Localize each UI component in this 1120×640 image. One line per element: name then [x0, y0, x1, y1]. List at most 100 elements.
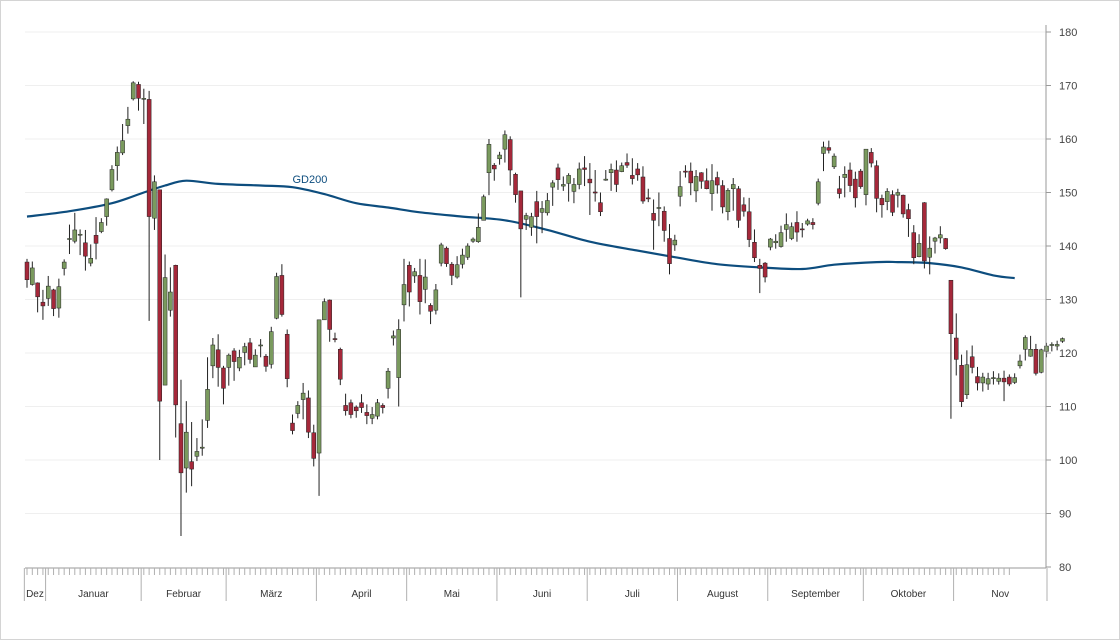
- candle-body: [550, 182, 555, 188]
- candle: [210, 338, 216, 379]
- candle: [120, 124, 125, 156]
- candle: [858, 168, 863, 189]
- candle-body: [741, 204, 747, 212]
- month-label: Oktober: [891, 589, 927, 600]
- candle: [879, 194, 885, 218]
- candle-body: [136, 84, 141, 99]
- candle-body: [343, 405, 348, 412]
- candle: [470, 237, 476, 243]
- y-tick-label-80: 80: [1059, 562, 1071, 574]
- candle-body: [778, 232, 784, 247]
- month-label: Januar: [78, 589, 109, 600]
- candle-body: [205, 389, 210, 421]
- candle: [465, 243, 470, 260]
- candle: [614, 160, 619, 192]
- candle: [746, 197, 752, 248]
- candle: [486, 139, 492, 196]
- candle-body: [189, 461, 194, 470]
- candle: [672, 234, 678, 251]
- candle-body: [922, 202, 927, 262]
- candle: [900, 194, 906, 218]
- candle-body: [237, 357, 242, 369]
- candle-body: [582, 167, 587, 170]
- candle-body: [274, 276, 279, 319]
- candle: [253, 349, 258, 368]
- candle: [1033, 343, 1039, 376]
- candle-body: [964, 364, 970, 395]
- candle-body: [948, 279, 954, 334]
- y-axis-labels: 80 90 100 110 120 130 140 150 160 170 180: [1046, 27, 1077, 574]
- candle: [184, 401, 189, 493]
- candle-body: [178, 423, 184, 474]
- candle: [561, 176, 566, 191]
- candle: [412, 267, 417, 283]
- candle: [316, 319, 322, 496]
- candle-body: [630, 175, 635, 179]
- candle: [269, 326, 274, 369]
- candle-body: [231, 350, 237, 362]
- candle: [943, 237, 948, 250]
- candle-body: [507, 139, 513, 171]
- candle-body: [263, 355, 269, 367]
- candle: [959, 354, 964, 408]
- candle: [948, 279, 954, 419]
- candle-body: [640, 176, 646, 202]
- y-tick-label-160: 160: [1059, 134, 1077, 146]
- candle-body: [730, 184, 736, 190]
- candle: [789, 222, 794, 241]
- moving-average-label: GD200: [293, 174, 328, 186]
- candle: [168, 267, 173, 317]
- candle: [56, 278, 62, 318]
- candle-body: [460, 254, 465, 265]
- candle-body: [242, 346, 247, 353]
- candle: [396, 319, 401, 407]
- candle: [518, 190, 524, 298]
- candle: [805, 218, 810, 226]
- candle-body: [396, 329, 401, 378]
- candle: [45, 275, 51, 306]
- candle-body: [736, 188, 741, 221]
- candle: [88, 244, 93, 267]
- candle-body: [56, 286, 62, 309]
- candle: [40, 289, 46, 320]
- candle-body: [869, 152, 874, 164]
- candle: [927, 236, 932, 275]
- candle-body: [412, 271, 417, 277]
- candle: [598, 192, 603, 217]
- candle-body: [417, 275, 423, 302]
- candle-body: [375, 402, 380, 417]
- candle: [497, 151, 502, 165]
- candle-body: [369, 414, 375, 419]
- candle-body: [194, 451, 200, 457]
- candle-body: [805, 220, 810, 225]
- candle: [1023, 335, 1028, 361]
- candle: [587, 163, 593, 215]
- candle: [847, 162, 853, 192]
- candle-body: [969, 356, 975, 368]
- candle-body: [1038, 349, 1044, 373]
- candle-body: [45, 285, 51, 299]
- candle: [189, 422, 194, 487]
- y-tick-label-90: 90: [1059, 509, 1071, 521]
- month-label: Juli: [625, 589, 640, 600]
- candle-body: [794, 222, 800, 233]
- candle: [534, 190, 540, 244]
- candle-body: [157, 189, 162, 402]
- candle-body: [603, 178, 609, 181]
- candle: [449, 262, 455, 286]
- candle: [768, 237, 773, 251]
- y-tick-label-110: 110: [1059, 402, 1077, 414]
- candle: [125, 106, 131, 134]
- candle-body: [576, 168, 582, 185]
- candle-body: [773, 240, 778, 244]
- candle: [221, 365, 226, 405]
- candle: [428, 303, 433, 325]
- candle-body: [152, 181, 157, 219]
- candle-body: [884, 191, 890, 202]
- candle: [391, 330, 396, 346]
- candle: [821, 141, 826, 172]
- candle-body: [72, 229, 78, 242]
- x-tick-layer: [23, 568, 1048, 601]
- candle: [454, 256, 460, 279]
